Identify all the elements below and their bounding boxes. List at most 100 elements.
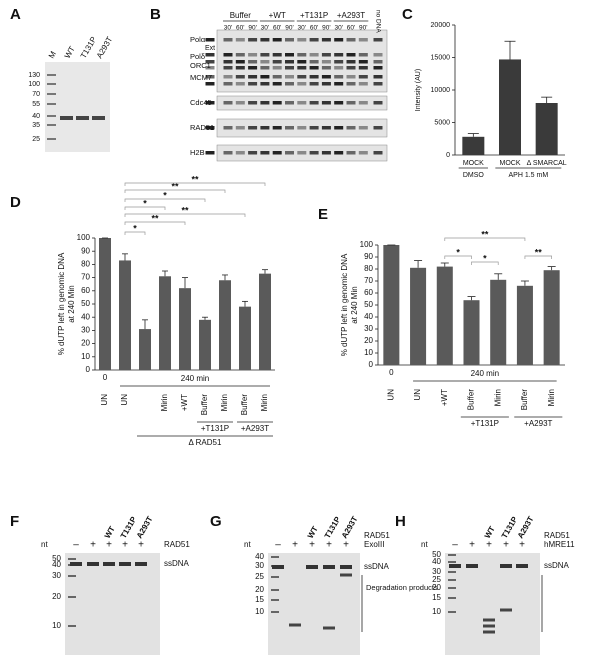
sign-label: – [275,540,281,551]
band [235,126,245,130]
significance-label: ** [171,181,179,191]
significance-bracket [124,198,206,202]
y-axis-label: at 240 Min [67,285,76,322]
band [235,66,245,70]
band [272,66,282,70]
significance-bracket [124,189,226,193]
band [285,126,294,130]
band [373,126,383,130]
x-tick-label: Buffer [200,394,209,416]
band [205,126,215,130]
condition-label: +T131P [300,11,328,20]
bar [179,288,191,370]
y-tick-label: 90 [364,252,373,261]
band [358,60,368,64]
significance-bracket [444,237,526,241]
band [223,66,233,70]
band [260,60,270,64]
y-tick-label: 20 [364,336,373,345]
band [334,75,344,79]
band [321,38,331,42]
band [285,66,294,70]
x-tick-label: Mirin [220,394,229,411]
x-tick-label: UN [386,389,395,401]
band [373,82,383,86]
significance-bracket [444,255,472,259]
panel-label: E [318,206,328,223]
band [334,53,344,57]
marker-band [448,597,456,599]
band [500,564,512,568]
y-axis-label: at 240 Min [350,286,359,323]
x-tick-label: Mirin [260,394,269,411]
time-label: 60' [273,25,281,32]
band [235,75,245,79]
marker-band [448,611,456,613]
y-tick-label: 0 [86,365,91,374]
band [205,75,215,79]
band [272,53,282,57]
marker-band [47,74,56,76]
significance-bracket [471,261,499,265]
bar [436,266,453,365]
bar [119,260,131,370]
time-label: 60' [236,25,244,32]
error-bar [242,300,248,307]
marker-label: 130 [28,72,40,79]
band [373,101,383,105]
bar [219,280,231,370]
group-label: +T131P [201,424,229,433]
marker-band [47,124,56,126]
sign-label: + [519,540,525,551]
bar [199,319,211,370]
panel-label: H [395,513,406,530]
band [340,565,352,569]
condition-label: +WT [269,11,286,20]
band [321,75,331,79]
y-tick-label: 30 [81,326,90,335]
band [223,60,233,64]
marker-label: 100 [28,81,40,88]
time-label: 0 [103,373,108,382]
band [285,60,294,64]
gel [45,62,110,152]
band [248,38,258,42]
band [309,66,319,70]
band [260,75,270,79]
y-tick-label: 0 [446,152,450,159]
band [235,60,245,64]
time-label: 60' [347,25,355,32]
band [321,66,331,70]
band [358,66,368,70]
marker-label: 15 [432,593,441,602]
band [223,151,233,155]
band [309,38,319,42]
band [358,82,368,86]
marker-label: 30 [255,561,264,570]
band [289,623,301,627]
x-tick-label: Mirin [160,394,169,411]
y-tick-label: 60 [364,288,373,297]
band [346,126,356,130]
band [297,101,307,105]
marker-band [68,596,76,598]
bar [410,267,427,365]
band [205,38,215,42]
y-tick-label: 100 [77,233,91,242]
band [260,126,270,130]
significance-label: ** [191,174,199,184]
y-tick-label: 0 [369,360,374,369]
band [323,565,335,569]
band [309,101,319,105]
sign-label: + [138,540,144,551]
protein-label: RAD51 [544,531,570,540]
significance-bracket [524,255,552,259]
sign-label: + [90,540,96,551]
band-label: ssDNA [364,562,390,571]
marker-label: 35 [32,122,40,129]
band [358,38,368,42]
y-tick-label: 20000 [431,22,451,29]
band [297,126,307,130]
band [135,562,147,566]
marker-label: 40 [32,113,40,120]
